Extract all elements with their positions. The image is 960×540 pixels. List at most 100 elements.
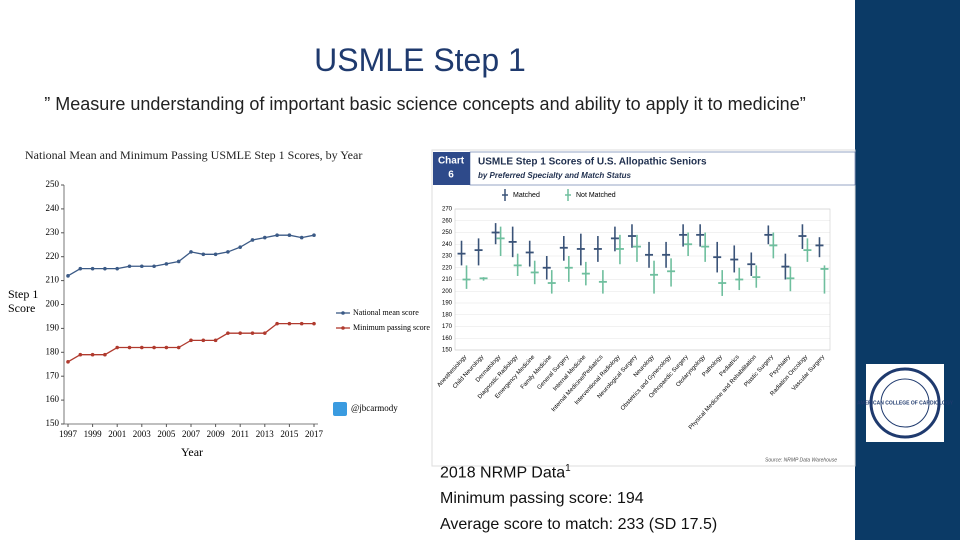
annotation: @jbcarmody bbox=[351, 403, 398, 413]
chart-frame bbox=[431, 149, 856, 467]
point bbox=[238, 245, 242, 249]
point bbox=[275, 233, 279, 237]
legend-marker bbox=[341, 326, 345, 330]
point bbox=[164, 262, 169, 266]
y-tick-label: 260 bbox=[442, 218, 453, 224]
point bbox=[263, 331, 267, 335]
point bbox=[226, 331, 230, 335]
point bbox=[275, 321, 279, 326]
logo-text: AMERICAN COLLEGE OF CARDIOLOGY bbox=[857, 400, 954, 406]
x-tick-label: 2009 bbox=[207, 429, 226, 439]
badge bbox=[433, 152, 470, 185]
y-tick-label: 270 bbox=[442, 207, 453, 213]
point bbox=[213, 252, 218, 257]
point bbox=[299, 321, 304, 326]
y-tick-label: 150 bbox=[46, 418, 60, 428]
point bbox=[287, 321, 292, 326]
source: Source: NRMP Data Warehouse bbox=[765, 457, 837, 463]
legend-label: Matched bbox=[513, 192, 540, 199]
y-tick-label: 240 bbox=[46, 203, 60, 213]
y-tick-label: 230 bbox=[46, 227, 60, 237]
y-tick-label: 230 bbox=[442, 254, 453, 260]
legend-label: Not Matched bbox=[576, 192, 616, 199]
point bbox=[103, 266, 107, 271]
x-tick-label: 1997 bbox=[59, 429, 78, 439]
point bbox=[176, 345, 181, 350]
x-tick-label: 2005 bbox=[157, 429, 176, 439]
y-tick-label: 180 bbox=[46, 346, 60, 356]
y-tick-label: 200 bbox=[46, 299, 60, 309]
point bbox=[66, 274, 70, 278]
point bbox=[189, 250, 193, 254]
badge-text: Chart bbox=[438, 156, 465, 167]
point bbox=[90, 352, 95, 357]
point bbox=[115, 266, 119, 271]
y-tick-label: 200 bbox=[442, 289, 453, 295]
point bbox=[201, 338, 206, 343]
point bbox=[152, 264, 156, 269]
x-tick-label: 2017 bbox=[305, 429, 324, 439]
point bbox=[299, 235, 304, 240]
plot-frame bbox=[454, 208, 831, 351]
point bbox=[263, 235, 267, 240]
point bbox=[312, 321, 316, 326]
point bbox=[176, 259, 181, 264]
x-tick-label: 2003 bbox=[133, 429, 152, 439]
y-tick-label: 210 bbox=[442, 277, 453, 283]
badge-text: 6 bbox=[448, 170, 454, 181]
y-tick-label: 210 bbox=[46, 275, 60, 285]
point bbox=[103, 352, 107, 357]
chart-subtitle: by Preferred Specialty and Match Status bbox=[478, 171, 631, 180]
point bbox=[250, 331, 255, 335]
point bbox=[90, 266, 95, 271]
y-axis-label: Step 1 Score bbox=[8, 287, 39, 315]
point bbox=[152, 345, 156, 350]
y-tick-label: 240 bbox=[442, 242, 453, 248]
point bbox=[287, 233, 292, 237]
point bbox=[115, 345, 119, 350]
note: 2018 NRMP Data bbox=[440, 464, 566, 482]
point bbox=[201, 252, 206, 257]
point bbox=[127, 345, 132, 350]
y-tick-label: 160 bbox=[442, 336, 453, 342]
slide-title: USMLE Step 1 bbox=[314, 42, 526, 78]
y-tick-label: 190 bbox=[46, 322, 60, 332]
point bbox=[164, 345, 169, 350]
y-tick-label: 220 bbox=[442, 265, 453, 271]
point bbox=[127, 264, 132, 269]
superscript: 1 bbox=[565, 463, 571, 474]
side-bar bbox=[855, 0, 960, 540]
y-tick-label: 190 bbox=[442, 301, 453, 307]
quote: ” Measure understanding of important bas… bbox=[44, 94, 806, 114]
point bbox=[78, 266, 83, 271]
note-line: 2018 NRMP Data1 bbox=[440, 456, 717, 486]
point bbox=[189, 338, 193, 343]
point bbox=[226, 250, 230, 254]
chart-title: USMLE Step 1 Scores of U.S. Allopathic S… bbox=[478, 157, 707, 168]
chart-title: National Mean and Minimum Passing USMLE … bbox=[25, 148, 362, 162]
point bbox=[140, 264, 144, 269]
header-band bbox=[469, 151, 856, 186]
point bbox=[312, 233, 316, 237]
note: Average score to match: 233 (SD 17.5) bbox=[440, 516, 718, 534]
y-tick-label: 180 bbox=[442, 312, 453, 318]
x-tick-label: 2011 bbox=[231, 429, 249, 439]
x-tick-label: 2015 bbox=[280, 429, 299, 439]
y-tick-label: 170 bbox=[46, 370, 60, 380]
point bbox=[250, 238, 255, 242]
point bbox=[238, 331, 242, 335]
legend-label: National mean score bbox=[353, 308, 419, 317]
y-tick-label: 220 bbox=[46, 251, 60, 261]
x-axis-label: Year bbox=[181, 445, 203, 459]
y-tick-label: 170 bbox=[442, 324, 453, 330]
y-tick-label: 150 bbox=[442, 348, 453, 354]
x-tick-label: 2013 bbox=[256, 429, 275, 439]
logo-inner bbox=[880, 378, 930, 428]
point bbox=[140, 345, 144, 350]
x-tick-label: 2001 bbox=[108, 429, 126, 439]
y-tick-label: 250 bbox=[442, 230, 453, 236]
x-tick-label: 2007 bbox=[182, 429, 201, 439]
note: Minimum passing score: 194 bbox=[440, 490, 644, 508]
